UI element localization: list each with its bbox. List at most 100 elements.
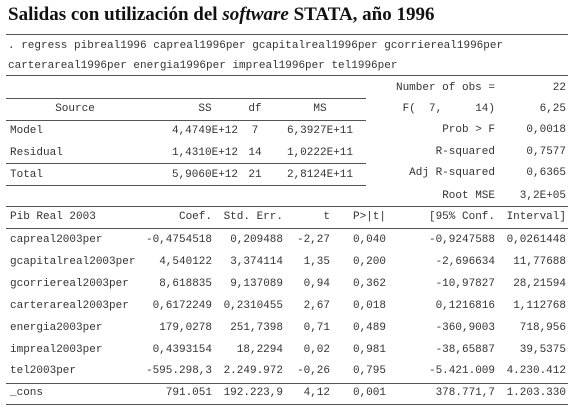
coef-cell: -0,9247588	[428, 234, 495, 246]
stat-label: Number of obs =	[395, 82, 495, 94]
title: Salidas con utilización del software STA…	[8, 4, 435, 26]
stat-value: 6,25	[539, 103, 566, 115]
coef-header: Interval]	[506, 211, 566, 223]
variable-name: gcapitalreal2003per	[10, 255, 136, 268]
coef-cell: 1.203.330	[506, 387, 566, 400]
stat-value: 3,2E+05	[519, 190, 566, 202]
title-italic: software	[222, 4, 289, 25]
coef-cell: 4,12	[303, 387, 330, 400]
coef-cell: 4.230.412	[506, 365, 566, 378]
coef-cell: 0,200	[352, 255, 386, 268]
coef-cell: 1,112768	[513, 299, 566, 312]
anova-cell: 1,4310E+12	[171, 147, 238, 159]
coef-cell: -2,696634	[435, 255, 495, 268]
rule	[6, 34, 568, 35]
stat-value: 22	[552, 82, 566, 94]
variable-name: energia2003per	[10, 321, 103, 334]
variable-name: carterareal2003per	[10, 299, 129, 312]
anova-header: Source	[55, 103, 95, 115]
coef-header: P>|t|	[352, 211, 386, 223]
coef-header: Std. Err.	[223, 211, 283, 223]
coef-cell: -0,26	[296, 365, 330, 378]
coef-cell: 1,35	[303, 255, 330, 268]
coef-cell: 0,489	[352, 321, 386, 334]
coef-header: Coef.	[178, 211, 212, 223]
coef-cell: 378.771,7	[435, 387, 495, 400]
coef-cell: 791.051	[165, 387, 212, 400]
coef-cell: 718,956	[519, 321, 566, 334]
coef-cell: -2,27	[296, 234, 330, 246]
anova-cell: 14	[248, 147, 262, 159]
coef-header: [95% Conf.	[428, 211, 495, 223]
stat-value: 0,0018	[526, 124, 566, 136]
rule	[6, 185, 366, 186]
command-line: . regress pibreal1996 capreal1996per gca…	[8, 40, 504, 52]
coef-cell: 0,71	[303, 321, 330, 334]
rule	[6, 383, 568, 384]
coef-cell: -5.421.009	[428, 365, 495, 378]
variable-name: _cons	[10, 387, 44, 400]
stat-value: 0,7577	[526, 146, 566, 158]
coef-cell: 18,2294	[236, 343, 283, 356]
coef-cell: 0,0261448	[506, 234, 566, 246]
anova-cell: 5,9060E+12	[171, 169, 238, 181]
coef-cell: 0,362	[352, 277, 386, 290]
coef-cell: 0,6172249	[152, 299, 212, 312]
anova-cell: 6,3927E+11	[286, 125, 353, 137]
coef-cell: 11,77688	[513, 255, 566, 268]
anova-header: MS	[313, 103, 327, 115]
rule	[6, 120, 366, 121]
coef-header: Pib Real 2003	[10, 211, 96, 223]
coef-cell: 0,2310455	[223, 299, 283, 312]
coef-cell: 28,21594	[513, 277, 566, 290]
anova-header: SS	[198, 103, 212, 115]
coef-cell: -595.298,3	[145, 365, 212, 378]
stat-label: Adj R-squared	[409, 167, 495, 179]
anova-source: Total	[10, 169, 44, 181]
coef-cell: 0,209488	[230, 234, 283, 246]
rule	[6, 75, 568, 76]
coef-cell: -38,65887	[435, 343, 495, 356]
title-text: Salidas con utilización del	[8, 4, 218, 25]
anova-cell: 7	[251, 125, 259, 137]
rule	[6, 206, 568, 207]
rule	[6, 404, 568, 405]
coef-cell: 0,040	[352, 234, 386, 246]
coef-cell: 9,137089	[230, 277, 283, 290]
coef-cell: 192.223,9	[223, 387, 283, 400]
anova-cell: 2,8124E+11	[286, 169, 353, 181]
coef-cell: 0,02	[303, 343, 330, 356]
coef-cell: 2,67	[303, 299, 330, 312]
coef-cell: 0,4393154	[152, 343, 212, 356]
stat-label: Prob > F	[442, 124, 495, 136]
rule	[6, 98, 366, 99]
coef-cell: 179,0278	[159, 321, 212, 334]
variable-name: tel2003per	[10, 365, 77, 378]
coef-cell: 8,618835	[159, 277, 212, 290]
coef-cell: 39,5375	[519, 343, 566, 356]
rule	[6, 228, 568, 229]
anova-source: Model	[10, 125, 44, 137]
variable-name: capreal2003per	[10, 234, 103, 246]
anova-cell: 21	[248, 169, 262, 181]
coef-header: t	[323, 211, 330, 223]
stat-label: R-squared	[435, 146, 495, 158]
rule	[6, 163, 366, 164]
stat-label: F( 7, 14)	[402, 103, 495, 115]
coef-cell: 251,7398	[230, 321, 283, 334]
coef-cell: 0,795	[352, 365, 386, 378]
coef-cell: 0,94	[303, 277, 330, 290]
coef-cell: 0,1216816	[435, 299, 495, 312]
anova-source: Residual	[10, 147, 63, 159]
command-line: carterareal1996per energia1996per imprea…	[8, 60, 398, 72]
stat-label: Root MSE	[442, 190, 495, 202]
anova-cell: 1,0222E+11	[286, 147, 353, 159]
stat-value: 0,6365	[526, 167, 566, 179]
anova-cell: 4,4749E+12	[171, 125, 238, 137]
coef-cell: 2.249.972	[223, 365, 283, 378]
anova-header: df	[248, 103, 262, 115]
coef-cell: -0,4754518	[145, 234, 212, 246]
coef-cell: -10,97827	[435, 277, 495, 290]
coef-cell: 0,981	[352, 343, 386, 356]
